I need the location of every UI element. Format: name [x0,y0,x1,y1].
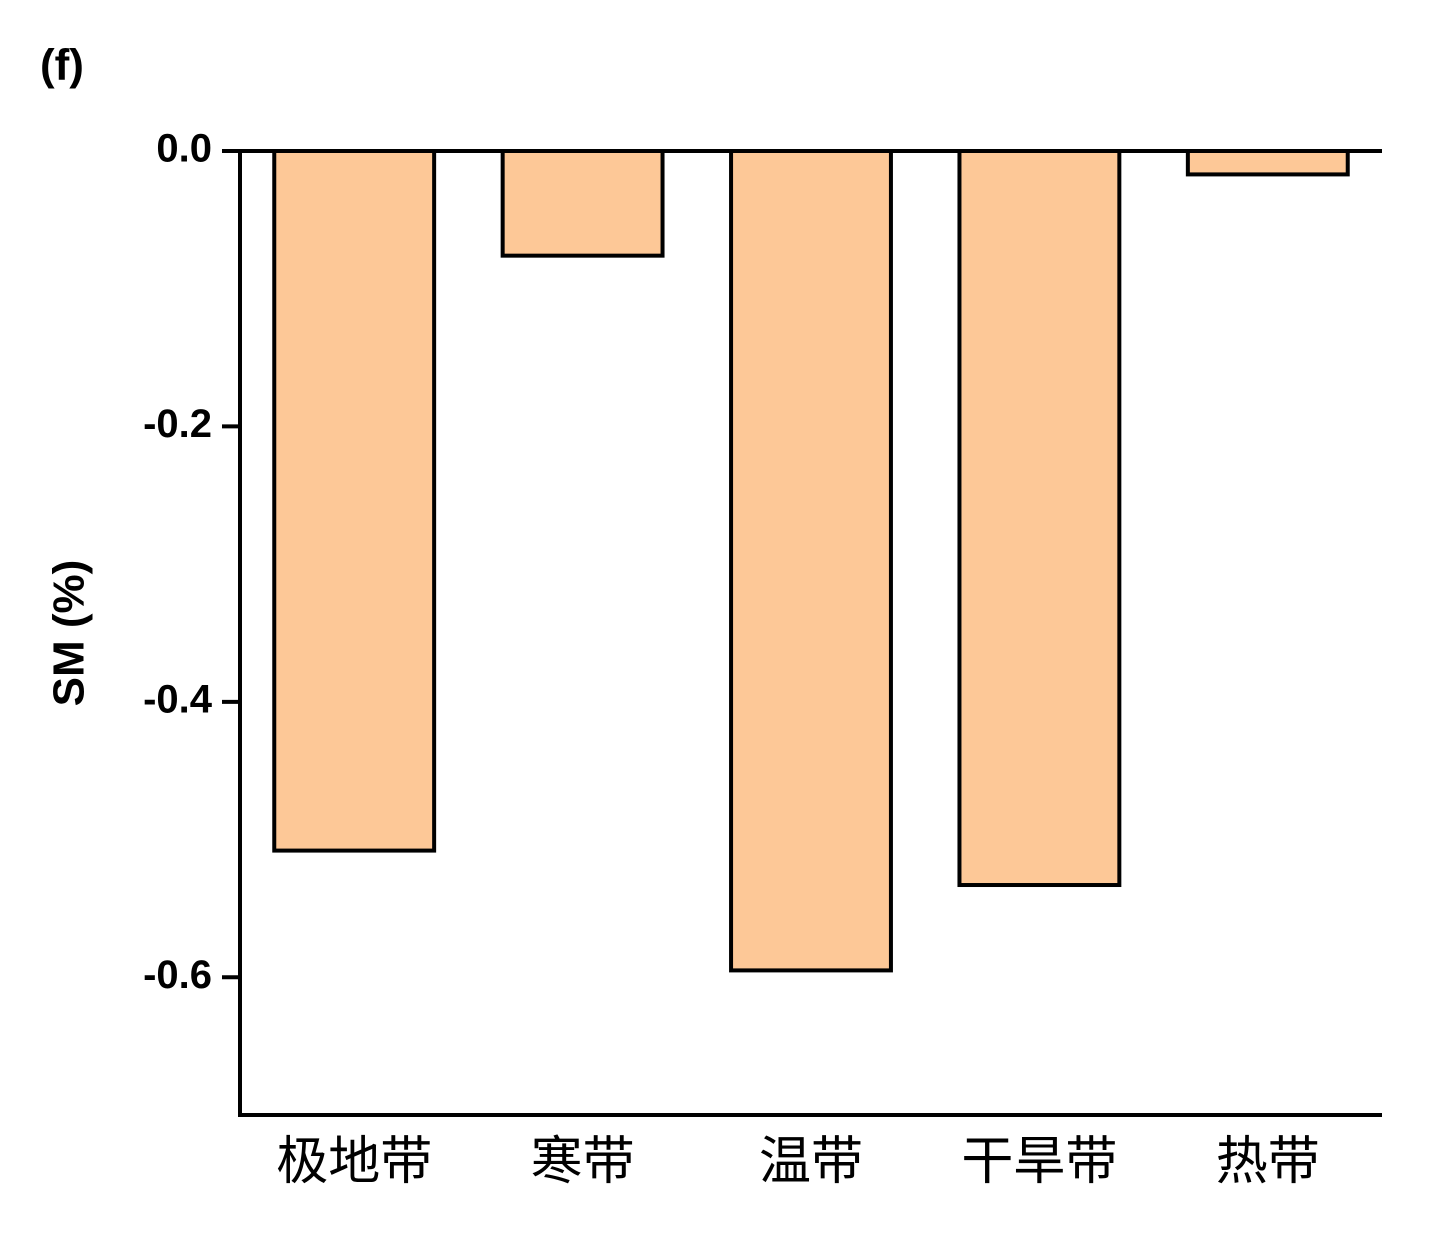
bar [1185,149,1350,177]
x-tick-label: 寒带 [531,1132,635,1192]
x-tick-label: 热带 [1216,1132,1320,1192]
y-tick-label: -0.2 [143,402,212,446]
bar [272,149,437,853]
x-tick-label: 干旱带 [961,1132,1117,1192]
bar [957,149,1122,888]
x-tick-label: 极地带 [276,1132,432,1192]
bar [729,149,893,973]
x-tick-label: 温带 [759,1132,863,1192]
y-tick-label: -0.6 [143,953,212,997]
y-tick-label: -0.4 [143,677,213,721]
y-axis-label: SM (%) [45,560,94,707]
chart-title: (f) [40,41,84,90]
y-tick-label: 0.0 [156,127,212,171]
bar [500,149,665,258]
